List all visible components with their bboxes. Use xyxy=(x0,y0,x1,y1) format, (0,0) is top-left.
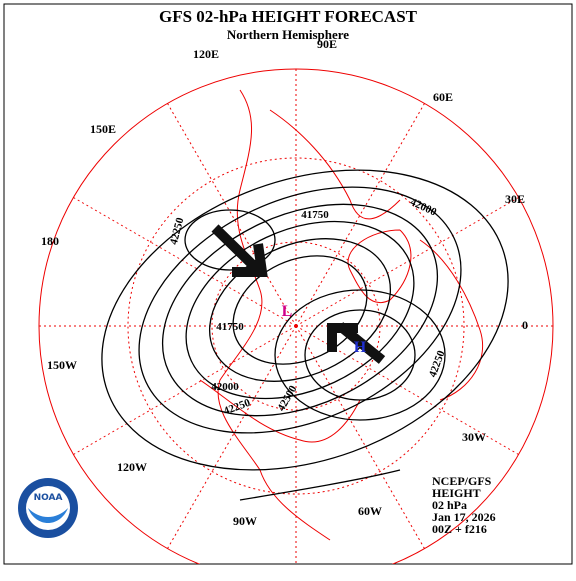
info-line: 00Z + f216 xyxy=(432,522,487,536)
info-line: HEIGHT xyxy=(432,486,481,500)
contour-label: 42000 xyxy=(211,381,239,393)
longitude-label: 150W xyxy=(47,358,77,372)
title: GFS 02-hPa HEIGHT FORECAST xyxy=(159,7,418,26)
longitude-label: 120W xyxy=(117,460,147,474)
info-line: 02 hPa xyxy=(432,498,467,512)
longitude-label: 30W xyxy=(462,430,486,444)
pressure-center: L xyxy=(282,303,293,320)
info-line: NCEP/GFS xyxy=(432,474,492,488)
subtitle: Northern Hemisphere xyxy=(227,27,349,42)
longitude-label: 90W xyxy=(233,514,257,528)
frame xyxy=(3,3,573,565)
longitude-label: 150E xyxy=(90,122,116,136)
contour-label: 41750 xyxy=(301,209,329,221)
map-area xyxy=(38,68,554,564)
logo-text: NOAA xyxy=(34,493,63,503)
noaa-logo: NOAA xyxy=(18,478,78,538)
contour-label: 41750 xyxy=(216,321,244,333)
info-line: Jan 17, 2026 xyxy=(432,510,496,524)
longitude-label: 60E xyxy=(433,90,453,104)
longitude-label: 30E xyxy=(505,192,525,206)
longitude-label: 90E xyxy=(317,37,337,51)
pressure-center: H xyxy=(354,339,367,356)
longitude-label: 120E xyxy=(193,47,219,61)
longitude-label: 0 xyxy=(522,318,528,332)
longitude-label: 180 xyxy=(41,234,59,248)
longitude-label: 60W xyxy=(358,504,382,518)
